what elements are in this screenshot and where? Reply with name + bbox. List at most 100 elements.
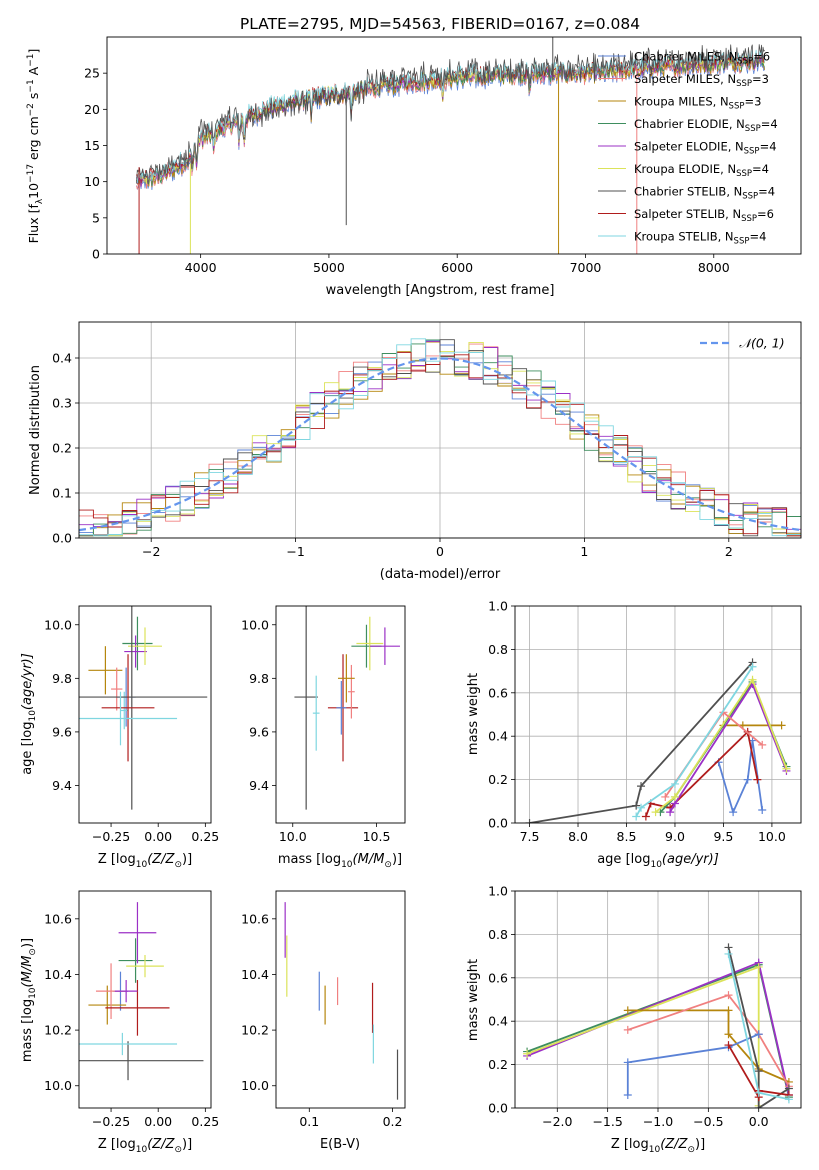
age-vs-Z-ylabel-head: age [log	[20, 722, 35, 775]
plot-area-mass_vs_Z	[79, 902, 204, 1081]
legend-label: Kroupa STELIB, NSSP=4	[634, 230, 766, 247]
residual-hist-krou_elodie	[79, 341, 801, 537]
y-tick-label: 10.0	[241, 1078, 269, 1093]
legend-normal-label: 𝒩(0, 1)	[739, 336, 785, 351]
axes-frame	[78, 321, 802, 539]
spectrum-ylabel: Flux [fλ10−17 erg cm−2 s−1 A−1]	[26, 49, 45, 244]
legend-name: Salpeter STELIB, N	[634, 207, 741, 221]
x-tick-label: 10.0	[279, 829, 307, 844]
legend-ssp: SSP	[734, 237, 750, 247]
mw-Z-xlabel-end: )]	[695, 1137, 705, 1152]
x-tick-label: 4000	[185, 260, 217, 275]
spectrum-ylabel-part: A	[26, 66, 41, 79]
residuals-ylabel: Normed distribution	[28, 365, 43, 495]
weight-marker	[623, 1090, 632, 1099]
spectrum-ylabel-part: −1	[26, 54, 36, 67]
legend-nssp: =6	[757, 207, 774, 221]
weight-marker	[670, 779, 679, 788]
mass-vs-Z-ylabel-head: mass [log	[20, 999, 35, 1062]
weight-line-salp_miles	[627, 994, 790, 1087]
y-tick-label: 9.6	[249, 724, 269, 739]
y-tick-label: 15	[84, 138, 100, 153]
y-tick-label: 10.0	[44, 1078, 72, 1093]
plot-area-mass_weight_vs_age	[515, 606, 801, 823]
figure-title: PLATE=2795, MJD=54563, FIBERID=0167, z=0…	[240, 15, 640, 33]
weight-marker	[754, 962, 763, 971]
x-tick-label: −2.0	[542, 1114, 572, 1129]
y-tick-label: 10.2	[44, 1023, 72, 1038]
mw-age-ylabel: mass weight	[466, 673, 481, 755]
x-tick-label: 8000	[698, 260, 730, 275]
x-tick-label: 2	[725, 544, 733, 559]
panel-age_vs_mass: 10.0 10.5 9.4 9.6 9.8 10.0 mass [log10(M/M⊙)]	[241, 605, 406, 870]
mass-vs-Z-xlabel-end: )]	[182, 1137, 192, 1152]
plot-area-residuals	[79, 322, 801, 538]
weight-marker	[632, 801, 641, 810]
weight-marker	[623, 1025, 632, 1034]
weight-marker	[523, 1049, 532, 1058]
legend-nssp: =3	[752, 72, 769, 86]
x-tick-label: 0.00	[144, 1114, 172, 1129]
spectrum-ylabel-part: λ	[35, 198, 45, 204]
mass-vs-Z-xlabel-head: Z [log	[98, 1137, 136, 1152]
panel-mass_vs_ebv: 0.1 0.2 10.0 10.2 10.4 10.6 E(B-V)	[241, 890, 406, 1152]
y-tick-label: 0.6	[488, 685, 508, 700]
plot-area-mass_weight_vs_Z	[515, 891, 801, 1108]
legend-label: Kroupa ELODIE, NSSP=4	[634, 162, 769, 179]
y-tick-label: 10.6	[44, 911, 72, 926]
axes-frame	[275, 890, 406, 1109]
y-tick-label: 0.3	[52, 396, 72, 411]
mass-vs-Z-xlabel: Z [log10(Z/Z⊙)]	[98, 1137, 192, 1155]
y-tick-label: 10.4	[241, 967, 269, 982]
weight-line-krou_elodie	[655, 677, 788, 813]
y-tick-label: 0.0	[52, 531, 72, 546]
legend-nssp: =4	[760, 140, 777, 154]
mass-vs-Z-ylabel-sub: 10	[28, 987, 38, 999]
x-tick-label: −1.5	[592, 1114, 622, 1129]
legend-ssp: SSP	[741, 214, 757, 224]
y-tick-label: 25	[84, 66, 100, 81]
spectrum-ylabel-part: −17	[26, 164, 36, 183]
weight-marker	[754, 1088, 763, 1097]
x-tick-label: 7.5	[520, 829, 540, 844]
x-tick-label: 10.0	[758, 829, 786, 844]
spectrum-ylabel-part: ]	[26, 49, 41, 54]
weight-marker	[632, 812, 641, 821]
legend-ssp: SSP	[736, 169, 752, 179]
x-tick-label: −0.5	[693, 1114, 723, 1129]
legend-ssp: SSP	[729, 102, 745, 112]
x-tick-label: 8.0	[568, 829, 588, 844]
weight-marker	[729, 808, 738, 817]
mass-vs-ebv-xlabel: E(B-V)	[320, 1137, 360, 1152]
legend-name: Kroupa ELODIE, N	[634, 162, 736, 176]
y-tick-label: 0.0	[488, 1101, 508, 1116]
y-tick-label: 10	[84, 174, 100, 189]
y-tick-label: 9.8	[52, 671, 72, 686]
weight-marker	[724, 1030, 733, 1039]
weight-marker	[758, 805, 767, 814]
y-tick-label: 10.2	[241, 1023, 269, 1038]
x-tick-label: 0	[436, 544, 444, 559]
x-tick-label: −1	[286, 544, 304, 559]
weight-line-krou_stelib	[635, 666, 754, 817]
legend-nssp: =6	[753, 50, 770, 64]
y-tick-label: 10.0	[44, 617, 72, 632]
weight-marker	[641, 812, 650, 821]
panel-mass_weight_vs_age: 7.5 8.0 8.5 9.0 9.5 10.0 0.0 0.2 0.4 0.6 0.8 1.0 age…	[466, 599, 802, 870]
axes-frame	[106, 36, 802, 255]
x-tick-label: −0.25	[92, 829, 130, 844]
x-tick-label: 9.0	[665, 829, 685, 844]
age-vs-mass-xlabel-end: )]	[392, 852, 402, 867]
x-tick-label: 0.0	[749, 1114, 769, 1129]
x-tick-label: 0.25	[191, 829, 219, 844]
weight-marker	[525, 819, 534, 823]
weight-marker	[754, 1067, 763, 1076]
axes-frame	[514, 890, 802, 1109]
mw-Z-xlabel-sun: ⊙	[687, 1145, 695, 1155]
legend-name: Chabrier ELODIE, N	[634, 117, 745, 131]
y-tick-label: 0	[92, 247, 100, 262]
weight-line-chab_stelib	[529, 661, 754, 823]
legend-nssp: =4	[761, 117, 778, 131]
